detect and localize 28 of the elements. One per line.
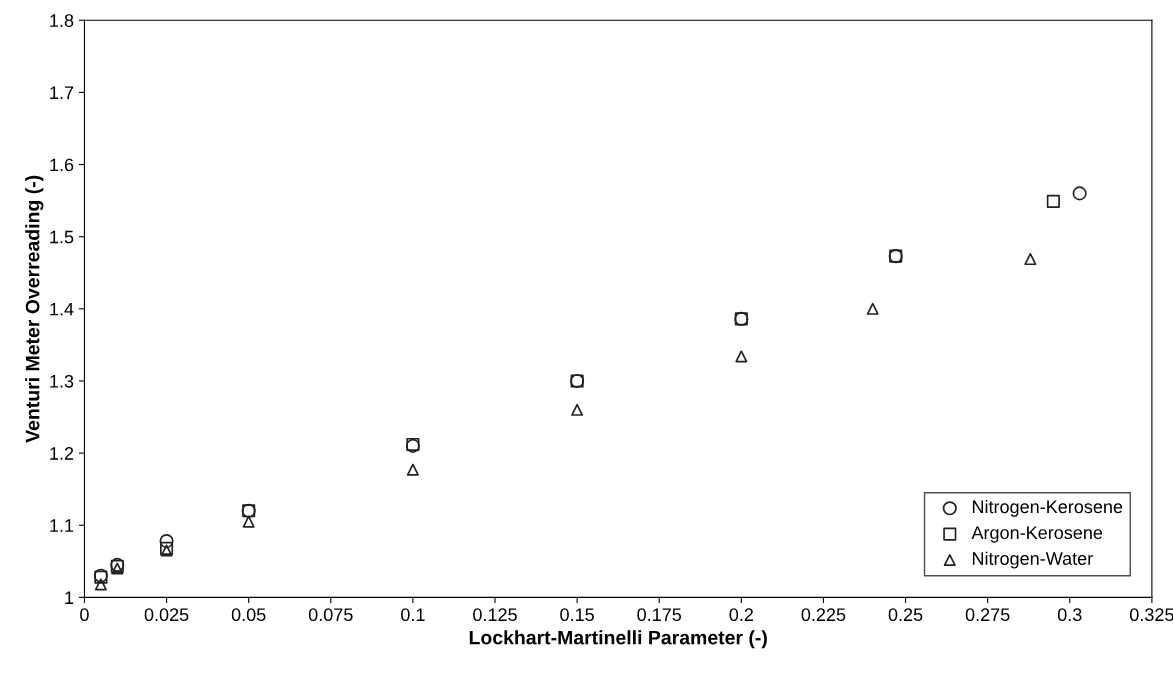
x-tick-label: 0.125 xyxy=(473,608,517,622)
legend-label: Argon-Kerosene xyxy=(971,526,1103,543)
x-tick-label: 0.225 xyxy=(801,608,846,622)
x-tick-label: 0.275 xyxy=(965,608,1010,622)
y-tick-label: 1.7 xyxy=(50,86,74,99)
x-axis-title: Lockhart-Martinelli Parameter (-) xyxy=(469,630,767,649)
x-tick-label: 0.25 xyxy=(888,608,923,622)
y-tick-label: 1.4 xyxy=(50,302,74,316)
x-tick-label: 0.075 xyxy=(308,608,353,622)
y-tick-label: 1.1 xyxy=(50,519,74,532)
y-tick-label: 1.8 xyxy=(50,14,74,27)
y-tick-label: 1.3 xyxy=(50,374,74,388)
x-tick-label: 0.325 xyxy=(1130,608,1173,622)
x-tick-label: 0.15 xyxy=(560,608,594,622)
legend-label: Nitrogen-Kerosene xyxy=(972,499,1123,517)
y-tick-label: 1.6 xyxy=(50,158,74,172)
x-tick-label: 0 xyxy=(80,608,89,622)
y-tick-label: 1.5 xyxy=(50,230,74,244)
y-tick-label: 1 xyxy=(65,591,74,604)
x-tick-label: 0.1 xyxy=(401,608,425,622)
x-tick-label: 0.025 xyxy=(144,608,189,622)
y-tick-label: 1.2 xyxy=(50,447,74,460)
y-axis-title: Venturi Meter Overreading (-) xyxy=(25,175,44,443)
legend-label: Nitrogen-Water xyxy=(972,551,1093,569)
x-tick-label: 0.3 xyxy=(1057,608,1082,622)
x-tick-label: 0.05 xyxy=(231,608,266,622)
x-tick-label: 0.175 xyxy=(637,608,682,622)
x-tick-label: 0.2 xyxy=(729,608,753,622)
